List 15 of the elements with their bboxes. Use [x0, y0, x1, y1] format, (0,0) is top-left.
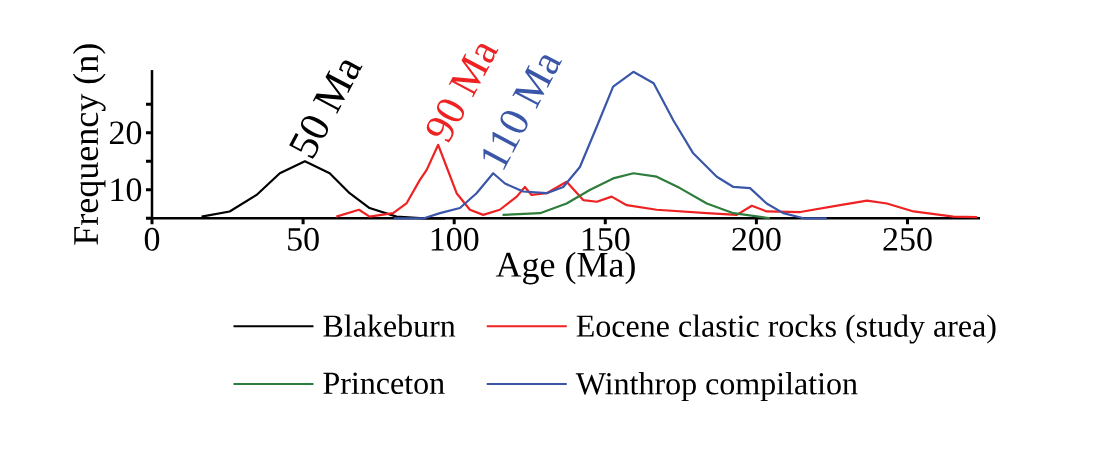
x-tick-label: 100 — [431, 227, 479, 251]
x-tick-label: 50 — [288, 227, 319, 251]
x-axis-title: Age (Ma) — [495, 251, 635, 285]
x-tick-label: 0 — [144, 227, 160, 251]
y-tick-label: 10 — [111, 178, 142, 202]
y-axis-title: Frequency (n) — [72, 44, 106, 245]
y-tick-label: 20 — [109, 121, 142, 145]
x-tick-label: 150 — [582, 227, 630, 251]
legend-label: Eocene clastic rocks (study area) — [576, 314, 996, 344]
legend-label: Princeton — [323, 372, 445, 395]
x-tick-label: 200 — [732, 227, 781, 251]
legend-label: Winthrop compilation — [575, 372, 858, 402]
x-tick-label: 250 — [883, 227, 932, 251]
annotation: 50 Ma — [289, 60, 363, 159]
legend-label: Blakeburn — [323, 314, 456, 337]
